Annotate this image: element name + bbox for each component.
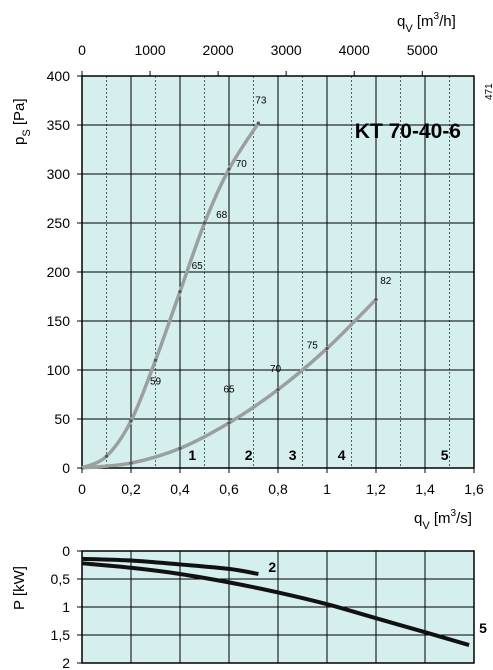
x-tick-labels: 0 0,2 0,4 0,6 0,8 1 1,2 1,4 1,6	[78, 468, 484, 497]
sound-level-label: 65	[223, 385, 235, 396]
x2-tick-labels: 0 1000 2000 3000 4000 5000	[78, 42, 438, 76]
y-tick-label: 200	[47, 264, 71, 280]
x2-tick-label: 1000	[134, 42, 165, 58]
x2-tick-label: 0	[78, 42, 86, 58]
sound-level-label: 75	[307, 340, 319, 351]
pressure-grid	[82, 76, 474, 468]
sound-level-label: 73	[255, 95, 267, 106]
x-tick-label: 1,6	[464, 481, 484, 497]
region-label: 1	[188, 447, 196, 463]
x-tick-label: 0,6	[219, 481, 239, 497]
curve-point	[129, 461, 133, 465]
curve-point	[153, 358, 158, 362]
side-code: 471	[484, 83, 493, 100]
sound-level-label: 65	[192, 261, 204, 272]
y-tick-label: 150	[47, 313, 71, 329]
power-curve-label: 5	[479, 620, 487, 636]
curve-point	[178, 446, 182, 450]
sound-level-label: 59	[150, 377, 162, 388]
x-axis-label: qV [m3/s]	[414, 508, 472, 532]
curve-point	[256, 121, 260, 125]
power-y-tick-label: 1	[62, 599, 70, 615]
y-tick-label: 300	[47, 166, 71, 182]
x-tick-label: 0,8	[268, 481, 288, 497]
x2-tick-label: 4000	[339, 42, 370, 58]
sound-level-label: 68	[216, 210, 228, 221]
y-tick-label: 100	[47, 362, 71, 378]
sound-level-label: 70	[236, 159, 248, 170]
pressure-curves	[81, 121, 378, 470]
y-tick-label: 250	[47, 215, 71, 231]
y-tick-label: 350	[47, 117, 71, 133]
x-tick-label: 1	[323, 481, 331, 497]
power-curve-2	[81, 556, 259, 576]
power-y-tick-label: 2	[62, 655, 70, 670]
x-tick-label: 1,4	[415, 481, 435, 497]
x2-tick-label: 2000	[203, 42, 234, 58]
curve-point	[325, 346, 329, 351]
region-label: 2	[245, 447, 253, 463]
curve-point	[276, 388, 280, 392]
sound-level-label: 70	[270, 364, 282, 375]
curve-point	[227, 421, 231, 425]
x2-axis-label: qV [m3/h]	[397, 11, 456, 35]
region-labels: 1 2 3 4 5	[188, 447, 448, 463]
sound-level-label: 82	[380, 276, 392, 287]
y-tick-labels: 0 50 100 150 200 250 300 350 400	[47, 68, 82, 476]
power-y-tick-labels: 0 0,5 1 1,5 2	[51, 543, 82, 670]
curve-point	[129, 419, 133, 423]
region-label: 3	[289, 447, 297, 463]
region-label: 5	[441, 447, 449, 463]
power-y-tick-label: 0	[62, 543, 70, 559]
x2-tick-label: 3000	[271, 42, 302, 58]
curve-point	[227, 167, 231, 171]
system-curve-1	[81, 122, 260, 470]
x-tick-label: 0,4	[170, 481, 190, 497]
y-tick-label: 50	[54, 411, 70, 427]
region-label: 4	[338, 447, 346, 463]
power-grid	[82, 551, 474, 663]
x-tick-label: 0,2	[121, 481, 141, 497]
y-tick-label: 0	[62, 460, 70, 476]
chart-title: KT 70-40-6	[355, 120, 461, 143]
power-y-tick-label: 1,5	[51, 627, 71, 643]
power-curve-5	[81, 561, 470, 647]
y-tick-label: 400	[47, 68, 71, 84]
curve-point	[178, 290, 182, 294]
curve-point	[104, 454, 109, 458]
pressure-annotations: 59 65 68 70 73 65 70 75 82	[150, 95, 392, 395]
y-axis-label: pS [Pa]	[11, 98, 33, 145]
x-tick-label: 1,2	[366, 481, 386, 497]
x-tick-label: 0	[78, 481, 86, 497]
power-curves: 25	[81, 556, 487, 647]
power-curve-label: 2	[268, 559, 276, 575]
power-axis-label: P [kW]	[11, 566, 28, 610]
power-y-tick-label: 0,5	[51, 571, 71, 587]
curve-point	[374, 297, 378, 302]
curve-point	[202, 221, 207, 225]
x2-tick-label: 5000	[407, 42, 438, 58]
